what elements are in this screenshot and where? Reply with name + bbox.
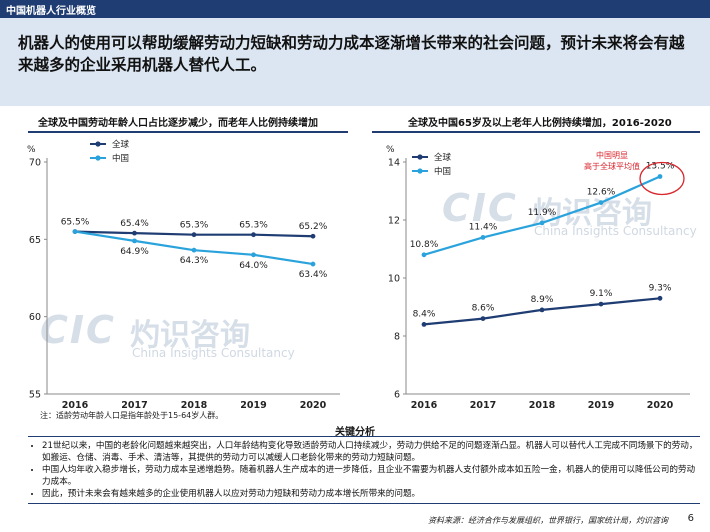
data-point: [421, 252, 427, 258]
legend-marker: [95, 141, 101, 147]
y-tick-label: 14: [388, 158, 400, 169]
page-number: 6: [687, 513, 694, 524]
x-tick-label: 2018: [181, 400, 208, 411]
data-label: 65.5%: [61, 218, 90, 228]
legend-label: 全球: [434, 152, 452, 163]
data-label: 13.5%: [646, 162, 675, 172]
y-axis-unit: %: [386, 145, 395, 155]
data-point: [251, 232, 256, 238]
section-title: 中国机器人行业概览: [6, 6, 96, 17]
data-point: [310, 233, 316, 239]
y-tick-label: 8: [394, 332, 400, 343]
data-label: 8.4%: [413, 309, 436, 319]
data-label: 8.6%: [472, 304, 495, 314]
legend-marker: [417, 154, 423, 160]
data-label: 65.3%: [239, 221, 268, 231]
data-point: [657, 295, 663, 301]
data-label: 65.3%: [180, 221, 209, 231]
data-point: [421, 322, 427, 327]
data-label: 64.0%: [239, 261, 268, 271]
footer-rule: [28, 503, 700, 504]
legend-label: 中国: [112, 153, 129, 164]
data-point: [657, 174, 663, 179]
headline-banner: [0, 18, 710, 106]
analysis-bullets: 21世纪以来，中国的老龄化问题越来越突出，人口年龄结构变化导致适龄劳动人口持续减…: [30, 440, 702, 500]
right-chart-title: 全球及中国65岁及以上老年人比例持续增加，2016-2020: [408, 118, 672, 129]
data-label: 11.9%: [528, 208, 557, 218]
x-tick-label: 2020: [300, 400, 327, 411]
data-label: 65.2%: [299, 222, 328, 232]
data-point: [132, 238, 137, 244]
data-label: 64.3%: [180, 256, 209, 266]
data-label: 11.4%: [469, 222, 498, 232]
data-point: [539, 307, 545, 313]
top-bar: 中国机器人行业概览: [0, 0, 710, 18]
x-tick-label: 2019: [588, 400, 614, 411]
data-point: [598, 301, 604, 307]
legend-label: 全球: [112, 139, 130, 150]
data-point: [72, 229, 78, 234]
data-point: [480, 316, 486, 321]
page-headline: 机器人的使用可以帮助缓解劳动力短缺和劳动力成本逐渐增长带来的社会问题，预计未来将…: [18, 34, 685, 74]
analysis-bullet: 中国人均年收入稳步增长，劳动力成本呈递增趋势。随着机器人生产成本的进一步降低，且…: [42, 464, 702, 488]
data-point: [191, 247, 197, 253]
annotation-line-2: 高于全球平均值: [584, 161, 640, 171]
left-chart-rule: [28, 131, 348, 133]
x-tick-label: 2017: [470, 400, 496, 411]
data-label: 8.9%: [531, 295, 554, 305]
analysis-rule: [28, 436, 700, 437]
legend-marker: [95, 155, 101, 161]
data-point: [310, 261, 316, 267]
source-note: 资料来源：经济合作与发展组织，世界银行，国家统计局，灼识咨询: [428, 516, 668, 525]
x-tick-label: 2016: [62, 400, 89, 411]
y-tick-label: 6: [394, 390, 400, 401]
data-point: [480, 235, 486, 240]
annotation-line-1: 中国明显: [596, 150, 628, 160]
right-chart-rule: [372, 131, 700, 133]
data-label: 12.6%: [587, 188, 616, 198]
x-tick-label: 2017: [121, 400, 147, 411]
legend-label: 中国: [434, 166, 451, 177]
y-axis-unit: %: [27, 145, 36, 155]
data-point: [598, 200, 604, 205]
left-chart-title: 全球及中国劳动年龄人口占比逐步减少，而老年人比例持续增加: [38, 118, 318, 129]
chart-note: 注：适龄劳动年龄人口是指年龄处于15-64岁人群。: [40, 411, 224, 420]
x-tick-label: 2016: [411, 400, 438, 411]
data-label: 63.4%: [299, 270, 328, 280]
data-label: 65.4%: [120, 219, 149, 229]
legend-marker: [417, 168, 423, 174]
data-point: [191, 232, 197, 238]
data-point: [539, 220, 545, 226]
y-tick-label: 12: [388, 216, 400, 227]
x-tick-label: 2019: [240, 400, 266, 411]
y-tick-label: 10: [388, 274, 400, 285]
y-tick-label: 55: [29, 390, 41, 401]
x-tick-label: 2020: [647, 400, 674, 411]
analysis-bullet: 21世纪以来，中国的老龄化问题越来越突出，人口年龄结构变化导致适龄劳动人口持续减…: [42, 440, 702, 464]
analysis-bullet: 因此，预计未来会有越来越多的企业使用机器人以应对劳动力短缺和劳动力成本增长所带来…: [42, 488, 702, 500]
analysis-title: 关键分析: [335, 427, 375, 438]
highlight-circle: [639, 161, 685, 196]
data-label: 10.8%: [410, 240, 439, 250]
y-tick-label: 65: [29, 235, 41, 246]
y-tick-label: 60: [29, 312, 41, 323]
x-tick-label: 2018: [529, 400, 556, 411]
data-label: 9.3%: [649, 283, 672, 293]
data-point: [251, 252, 256, 258]
data-point: [132, 230, 137, 236]
y-tick-label: 70: [29, 158, 41, 169]
data-label: 64.9%: [120, 247, 149, 257]
data-label: 9.1%: [590, 289, 613, 299]
